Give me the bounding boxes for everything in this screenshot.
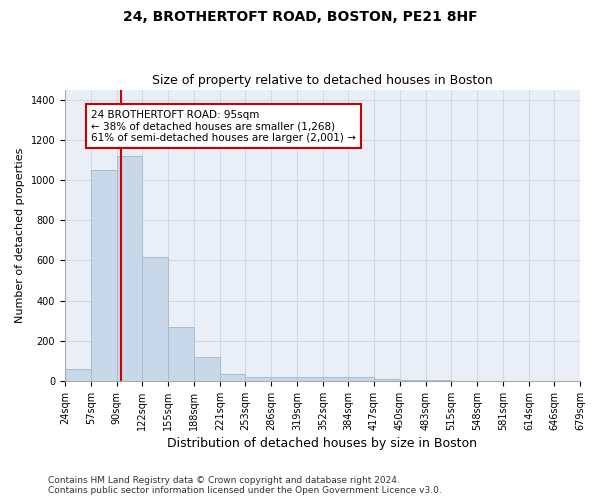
Bar (142, 258, 168, 381)
Bar (117, 156, 142, 381)
Bar (194, 357, 220, 381)
Bar (348, 378, 374, 381)
Y-axis label: Number of detached properties: Number of detached properties (15, 148, 25, 323)
X-axis label: Distribution of detached houses by size in Boston: Distribution of detached houses by size … (167, 437, 478, 450)
Bar (426, 380, 451, 381)
Bar (220, 374, 245, 381)
Bar (245, 377, 271, 381)
Title: Size of property relative to detached houses in Boston: Size of property relative to detached ho… (152, 74, 493, 87)
Text: 24 BROTHERTOFT ROAD: 95sqm
← 38% of detached houses are smaller (1,268)
61% of s: 24 BROTHERTOFT ROAD: 95sqm ← 38% of deta… (91, 110, 356, 143)
Bar (91, 170, 117, 381)
Bar (297, 377, 323, 381)
Bar (65, 369, 91, 381)
Bar (400, 380, 426, 381)
Text: Contains HM Land Registry data © Crown copyright and database right 2024.
Contai: Contains HM Land Registry data © Crown c… (48, 476, 442, 495)
Text: 24, BROTHERTOFT ROAD, BOSTON, PE21 8HF: 24, BROTHERTOFT ROAD, BOSTON, PE21 8HF (122, 10, 478, 24)
Bar (323, 377, 348, 381)
Bar (168, 326, 194, 381)
Bar (374, 380, 400, 381)
Bar (271, 377, 297, 381)
